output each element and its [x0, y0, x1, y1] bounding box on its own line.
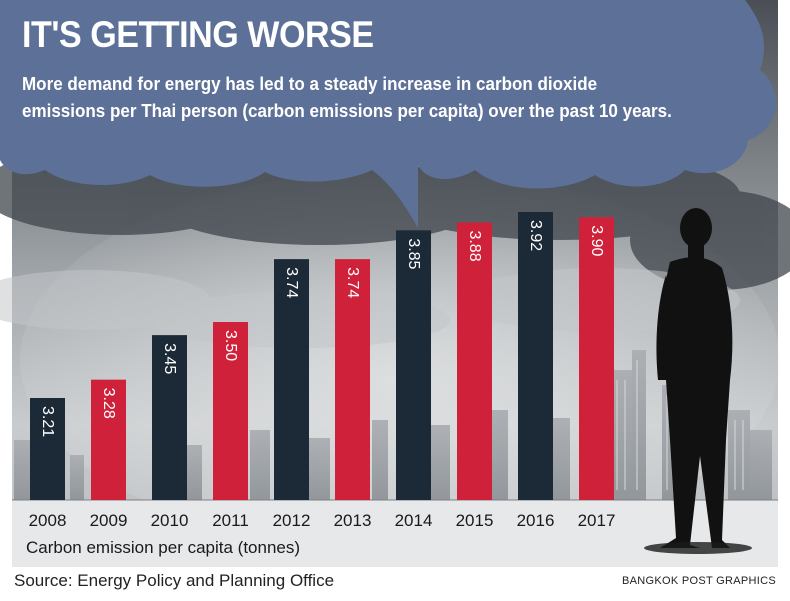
- bar-2008: [30, 398, 65, 500]
- x-tick-2008: 2008: [29, 511, 67, 530]
- chart-title: IT'S GETTING WORSE: [22, 14, 374, 55]
- x-tick-2009: 2009: [90, 511, 128, 530]
- bar-2009: [91, 379, 126, 500]
- chart-subtitle: More demand for energy has led to a stea…: [22, 73, 672, 121]
- bar-2012: [274, 259, 309, 500]
- bar-2013: [335, 259, 370, 500]
- city-skyline: [14, 350, 772, 500]
- bar-value-label-2010: 3.45: [161, 343, 178, 374]
- man-shadow: [644, 542, 752, 554]
- x-tick-2015: 2015: [456, 511, 494, 530]
- bar-value-label-2016: 3.92: [527, 220, 544, 251]
- bar-value-label-2008: 3.21: [39, 406, 56, 437]
- bar-2015: [457, 222, 492, 500]
- x-tick-2017: 2017: [578, 511, 616, 530]
- x-tick-2012: 2012: [273, 511, 311, 530]
- bar-2016: [518, 211, 553, 501]
- bar-2014: [396, 230, 431, 500]
- bar-2010: [152, 335, 187, 500]
- x-tick-2010: 2010: [151, 511, 189, 530]
- speech-cloud: [0, 0, 776, 228]
- bar-value-label-2013: 3.74: [344, 267, 361, 298]
- source-note: Source: Energy Policy and Planning Offic…: [14, 571, 335, 590]
- credit-note: BANGKOK POST GRAPHICS: [621, 575, 776, 587]
- bar-value-label-2011: 3.50: [222, 330, 239, 361]
- man-silhouette: [656, 208, 733, 548]
- x-tick-2013: 2013: [334, 511, 372, 530]
- x-tick-2016: 2016: [517, 511, 555, 530]
- bar-value-label-2012: 3.74: [283, 267, 300, 298]
- axis-strip: [12, 500, 778, 567]
- bar-2017: [579, 217, 614, 500]
- city-windows: [616, 360, 744, 490]
- bar-value-label-2017: 3.90: [588, 225, 605, 256]
- x-axis-label: Carbon emission per capita (tonnes): [26, 538, 300, 557]
- x-tick-2011: 2011: [212, 511, 249, 530]
- bar-value-label-2009: 3.28: [100, 388, 117, 419]
- bar-value-label-2015: 3.88: [466, 230, 483, 261]
- x-tick-2014: 2014: [395, 511, 433, 530]
- bar-2011: [213, 322, 248, 500]
- bar-value-label-2014: 3.85: [405, 238, 422, 269]
